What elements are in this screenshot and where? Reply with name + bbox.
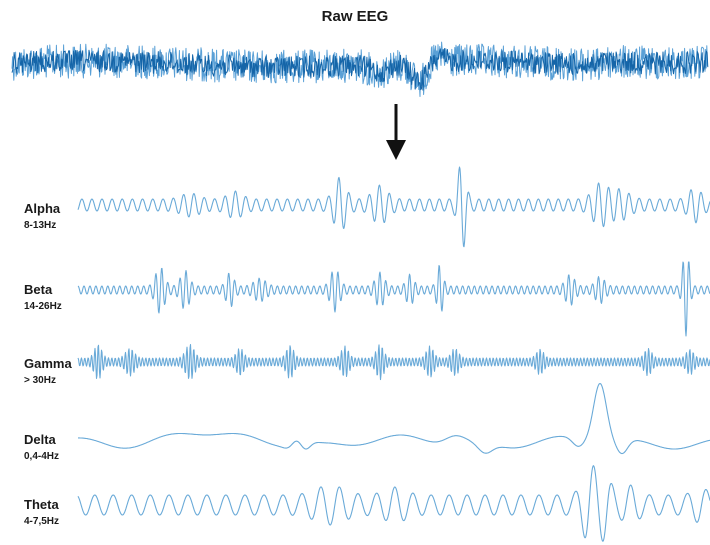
delta-wave — [77, 382, 710, 455]
band-range-alpha: 8-13Hz — [24, 220, 57, 231]
raw-eeg-light-trace — [11, 41, 708, 97]
band-label-gamma: Gamma — [24, 356, 72, 371]
raw-eeg-trace — [11, 41, 709, 97]
alpha-wave — [77, 166, 710, 248]
band-label-theta: Theta — [24, 497, 59, 512]
band-label-delta: Delta — [24, 432, 56, 447]
theta-wave — [77, 465, 710, 542]
band-range-delta: 0,4-4Hz — [24, 451, 60, 462]
band-range-gamma: > 30Hz — [24, 375, 56, 386]
band-range-theta: 4-7,5Hz — [24, 516, 60, 527]
band-range-beta: 14-26Hz — [24, 301, 62, 312]
band-label-alpha: Alpha — [24, 201, 61, 216]
band-label-beta: Beta — [24, 282, 53, 297]
beta-wave — [77, 261, 710, 337]
raw-eeg-dark-trace — [11, 48, 709, 91]
figure-title: Raw EEG — [321, 8, 389, 25]
gamma-wave — [77, 344, 710, 381]
